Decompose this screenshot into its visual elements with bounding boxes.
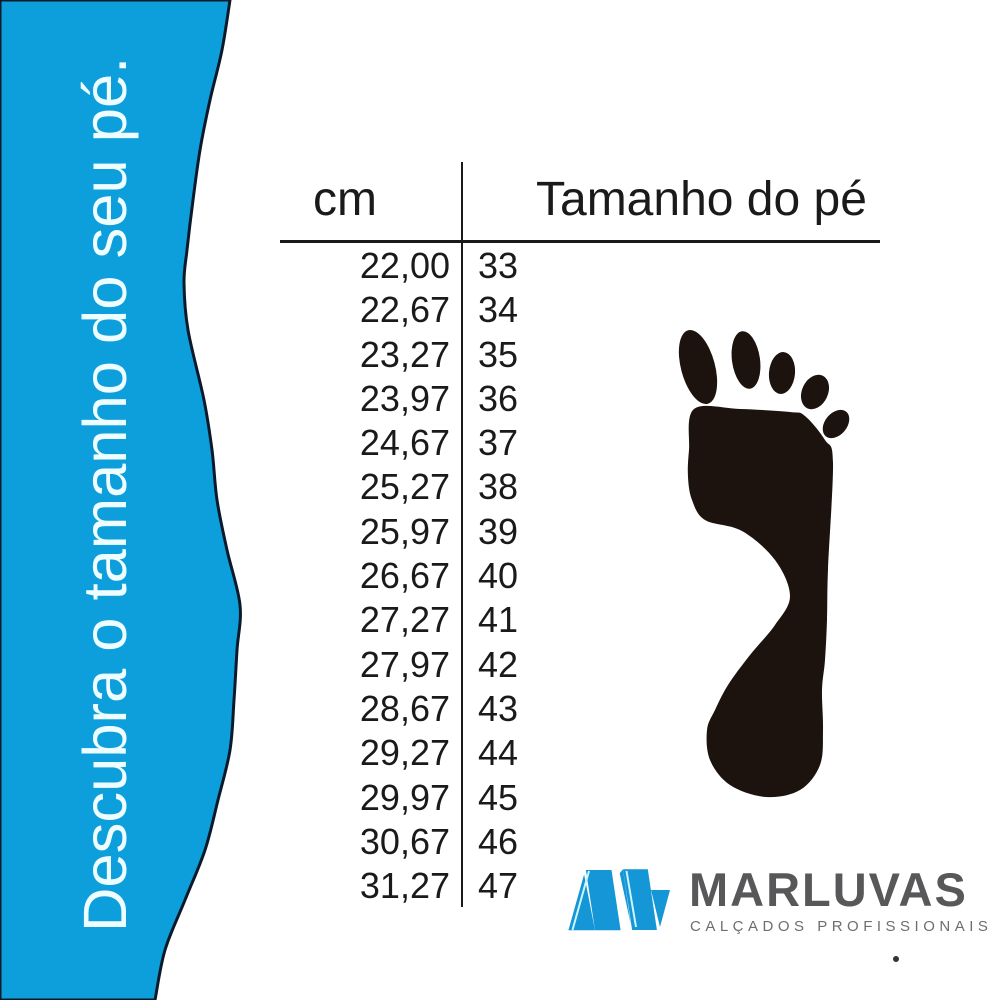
svg-text:CALÇADOS PROFISSIONAIS: CALÇADOS PROFISSIONAIS xyxy=(690,918,992,935)
svg-text:MARLUVAS: MARLUVAS xyxy=(689,863,968,916)
